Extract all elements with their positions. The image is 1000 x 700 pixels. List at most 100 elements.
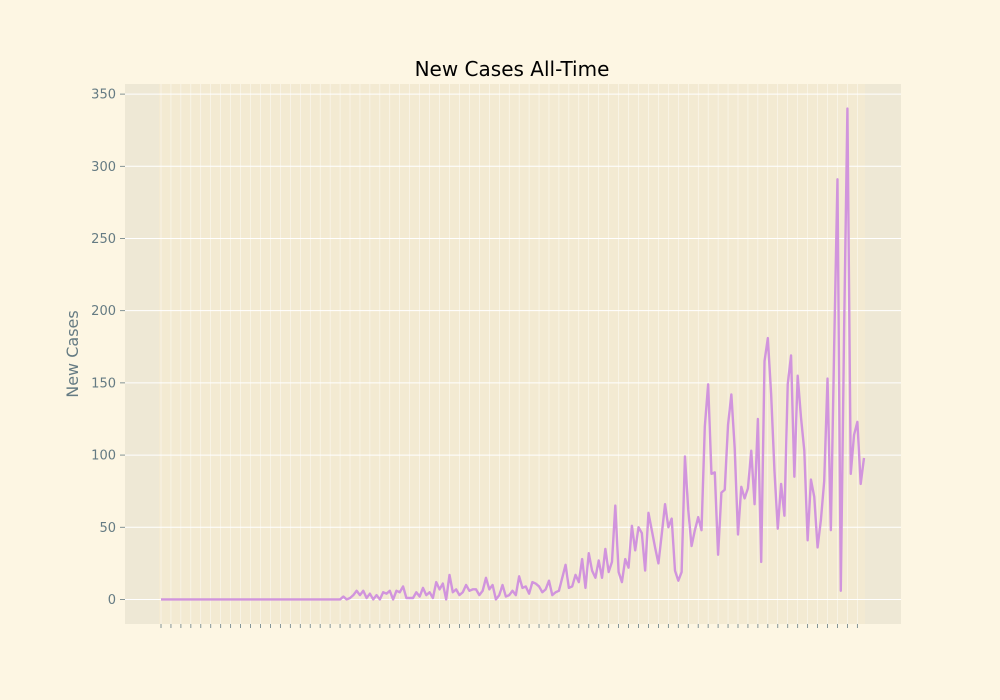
data-point (707, 383, 709, 385)
data-point (219, 598, 221, 600)
data-point (793, 476, 795, 478)
data-point (581, 558, 583, 560)
data-point (176, 598, 178, 600)
data-point (780, 483, 782, 485)
data-point (558, 590, 560, 592)
data-point (253, 598, 255, 600)
data-point (823, 480, 825, 482)
data-point (856, 421, 858, 423)
data-point (800, 416, 802, 418)
data-point (614, 504, 616, 506)
data-point (292, 598, 294, 600)
data-point (399, 591, 401, 593)
data-point (525, 585, 527, 587)
data-point (266, 598, 268, 600)
data-point (458, 594, 460, 596)
data-point (697, 516, 699, 518)
data-point (206, 598, 208, 600)
data-point (379, 598, 381, 600)
data-point (571, 585, 573, 587)
data-point (183, 598, 185, 600)
data-point (210, 598, 212, 600)
data-point (690, 545, 692, 547)
data-point (312, 598, 314, 600)
data-point (332, 598, 334, 600)
data-point (478, 594, 480, 596)
series-line (161, 107, 866, 601)
data-point (674, 569, 676, 571)
data-point (448, 574, 450, 576)
data-point (425, 594, 427, 596)
data-point (256, 598, 258, 600)
data-point (309, 598, 311, 600)
data-point (700, 529, 702, 531)
data-point (704, 425, 706, 427)
data-point (816, 546, 818, 548)
data-point (415, 591, 417, 593)
data-point (654, 546, 656, 548)
y-tick-label: 100 (91, 449, 116, 464)
data-point (273, 598, 275, 600)
data-point (763, 360, 765, 362)
data-point (588, 552, 590, 554)
data-point (783, 515, 785, 517)
data-point (438, 588, 440, 590)
data-point (233, 598, 235, 600)
data-point (677, 579, 679, 581)
data-point (840, 590, 842, 592)
data-point (279, 598, 281, 600)
data-point (246, 598, 248, 600)
data-point (498, 594, 500, 596)
data-point (163, 598, 165, 600)
data-point (647, 512, 649, 514)
data-point (634, 549, 636, 551)
data-point (667, 526, 669, 528)
data-point (714, 471, 716, 473)
data-point (806, 539, 808, 541)
data-point (382, 591, 384, 593)
data-point (727, 424, 729, 426)
data-point (432, 597, 434, 599)
data-point (627, 566, 629, 568)
data-point (468, 590, 470, 592)
data-point (743, 497, 745, 499)
data-point (316, 598, 318, 600)
data-point (694, 529, 696, 531)
data-point (488, 588, 490, 590)
data-point (591, 569, 593, 571)
data-point (664, 503, 666, 505)
y-tick-label: 50 (99, 521, 116, 536)
data-point (518, 575, 520, 577)
y-tick-label: 200 (91, 304, 116, 319)
data-point (239, 598, 241, 600)
x-grid-lines (160, 84, 858, 624)
data-point (850, 473, 852, 475)
data-point (604, 548, 606, 550)
data-point (203, 598, 205, 600)
data-point (538, 585, 540, 587)
data-point (180, 598, 182, 600)
data-point (598, 559, 600, 561)
data-point (554, 591, 556, 593)
data-point (551, 594, 553, 596)
data-point (733, 447, 735, 449)
data-point (369, 592, 371, 594)
data-point (405, 597, 407, 599)
data-point (299, 598, 301, 600)
data-point (830, 529, 832, 531)
data-point (607, 571, 609, 573)
data-point (661, 533, 663, 535)
data-point (561, 577, 563, 579)
chart-title: New Cases All-Time (415, 57, 610, 81)
data-point (750, 450, 752, 452)
y-tick-label: 150 (91, 376, 116, 391)
data-point (365, 597, 367, 599)
data-point (717, 554, 719, 556)
data-point (472, 588, 474, 590)
data-point (362, 590, 364, 592)
data-point (289, 598, 291, 600)
data-point (670, 517, 672, 519)
data-point (641, 532, 643, 534)
data-point (730, 393, 732, 395)
